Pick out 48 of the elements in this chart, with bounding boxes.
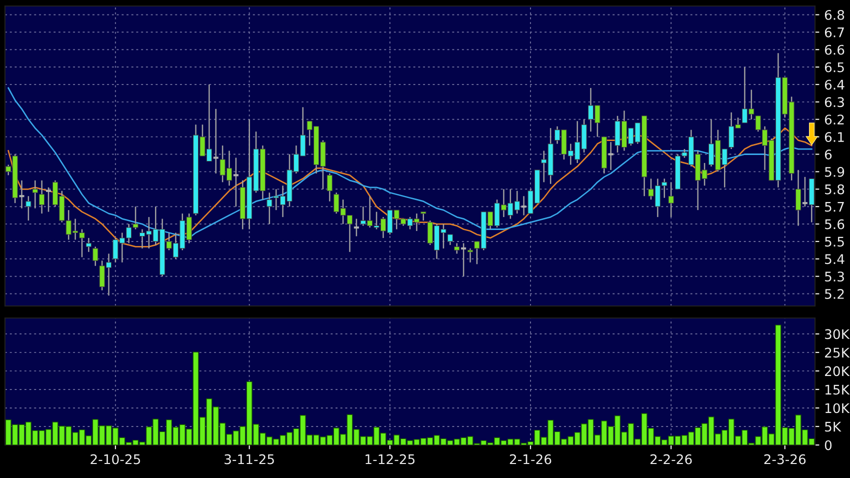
candlestick <box>266 192 272 225</box>
y-tick-label: 6 <box>824 149 832 160</box>
y-tick-label: 6.3 <box>824 97 844 108</box>
y-tick-label: 20K <box>824 366 850 376</box>
candlestick <box>668 182 674 218</box>
x-tick-label: 2-3-26 <box>764 454 806 464</box>
x-tick-label: 2-10-25 <box>90 454 140 464</box>
candlestick <box>520 195 528 216</box>
y-tick-label: 5.8 <box>825 184 844 194</box>
candlestick <box>86 237 92 253</box>
y-tick-label: 6.7 <box>824 27 844 38</box>
y-tick-label: 5.7 <box>825 202 844 212</box>
x-tick-label: 2-1-26 <box>510 454 552 464</box>
candlestick <box>18 180 26 209</box>
x-tick-label: 1-12-25 <box>366 454 415 464</box>
y-tick-label: 6.8 <box>824 10 844 20</box>
candlestick <box>795 169 802 226</box>
candlestick <box>352 218 360 237</box>
y-tick-label: 5.5 <box>825 236 844 247</box>
y-tick-label: 5.6 <box>825 219 844 230</box>
y-tick-label: 5.2 <box>825 289 844 299</box>
y-tick-label: 15K <box>825 384 850 395</box>
y-tick-label: 6.6 <box>824 44 844 55</box>
candlestick <box>467 248 474 264</box>
candlestick <box>326 172 332 202</box>
y-tick-label: 10K <box>825 403 850 414</box>
y-tick-label: 6.5 <box>824 62 844 72</box>
y-tick-label: 0 <box>824 440 832 450</box>
y-tick-label: 5.3 <box>825 272 844 282</box>
y-tick-label: 5.9 <box>825 166 844 177</box>
candlestick <box>26 195 32 222</box>
y-tick-label: 30K <box>825 329 850 340</box>
y-tick-label: 5.4 <box>825 254 844 264</box>
candlestick <box>460 242 468 277</box>
candlestick <box>607 141 614 171</box>
candlestick <box>92 246 98 267</box>
y-tick-label: 6.1 <box>824 132 844 142</box>
y-tick-label: 6.2 <box>824 114 844 125</box>
candlestick <box>39 180 45 214</box>
x-tick-label: 2-2-26 <box>650 454 692 464</box>
candlestick <box>454 242 460 254</box>
y-tick-label: 5K <box>825 422 842 432</box>
candlestick <box>212 108 220 174</box>
x-tick-label: 3-11-25 <box>224 454 274 464</box>
candlestick <box>32 180 38 209</box>
y-tick-label: 25K <box>824 348 850 358</box>
y-tick-label: 6.4 <box>824 80 844 90</box>
candlestick <box>447 234 453 246</box>
